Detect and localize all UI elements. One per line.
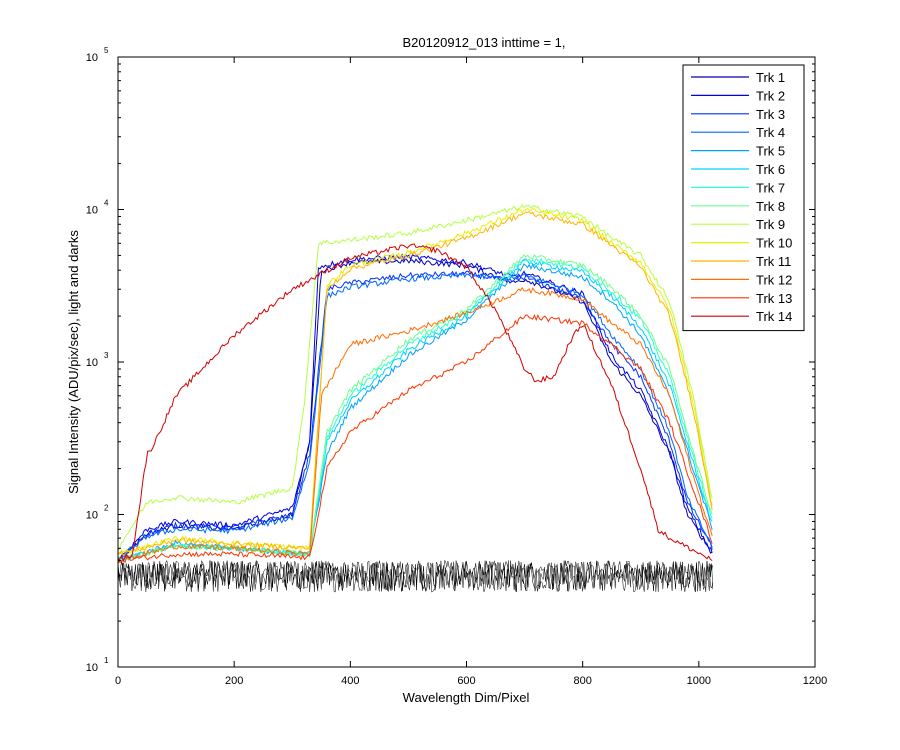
y-tick-exponent: 5 xyxy=(104,46,109,55)
legend-entry-label: Trk 1 xyxy=(756,70,785,85)
chart-title: B20120912_013 inttime = 1, xyxy=(403,35,566,50)
x-tick-label: 400 xyxy=(341,675,359,687)
series-line xyxy=(117,210,713,557)
series-line xyxy=(117,253,713,562)
legend-entry-label: Trk 10 xyxy=(756,236,792,251)
legend-entry-label: Trk 12 xyxy=(756,272,792,287)
series-line xyxy=(117,313,713,564)
legend-entry-label: Trk 3 xyxy=(756,107,785,122)
legend-entry-label: Trk 14 xyxy=(756,309,792,324)
legend-entry-label: Trk 4 xyxy=(756,125,785,140)
legend-entry-label: Trk 5 xyxy=(756,144,785,159)
y-tick-label: 10 xyxy=(86,510,98,522)
y-axis-title: Signal Intensity (ADU/pix/sec), light an… xyxy=(66,230,81,494)
legend-box xyxy=(682,64,805,332)
legend-entry-label: Trk 11 xyxy=(756,254,791,269)
legend-entry-label: Trk 9 xyxy=(756,217,785,232)
legend-entry-label: Trk 8 xyxy=(756,199,785,214)
axis-ticks xyxy=(117,56,816,668)
series-lines xyxy=(117,203,713,564)
y-tick-exponent: 1 xyxy=(104,656,109,665)
x-tick-label: 0 xyxy=(115,675,121,687)
series-line xyxy=(117,243,713,563)
dark-frames xyxy=(117,559,714,593)
y-tick-label: 10 xyxy=(86,662,98,674)
y-tick-exponent: 2 xyxy=(104,504,109,513)
legend-entry-label: Trk 2 xyxy=(756,88,785,103)
series-line xyxy=(117,257,713,562)
legend: Trk 1 Trk 2 Trk 3 Trk 4 Trk 5 Trk 6 Trk 7 Trk 8… xyxy=(682,64,805,332)
series-line xyxy=(117,253,713,562)
x-tick-label: 200 xyxy=(225,675,243,687)
y-tick-exponent: 3 xyxy=(104,351,109,360)
legend-entry-label: Trk 7 xyxy=(756,180,785,195)
series-line xyxy=(117,272,713,559)
y-tick-labels: 10 1 10 2 10 3 10 4 10 5 xyxy=(86,46,109,674)
series-line xyxy=(117,286,713,564)
series-line xyxy=(117,203,713,552)
dark-noise-line xyxy=(117,559,714,593)
legend-entry-label: Trk 6 xyxy=(756,162,785,177)
x-tick-labels: 0 200 400 600 800 1000 1200 xyxy=(115,675,827,687)
x-axis-title: Wavelength Dim/Pixel xyxy=(403,690,530,705)
y-tick-label: 10 xyxy=(86,205,98,217)
legend-entry-label: Trk 13 xyxy=(756,291,792,306)
x-tick-label: 800 xyxy=(573,675,591,687)
x-tick-label: 600 xyxy=(457,675,475,687)
y-tick-label: 10 xyxy=(86,357,98,369)
x-tick-label: 1000 xyxy=(687,675,711,687)
y-tick-label: 10 xyxy=(86,52,98,64)
y-tick-exponent: 4 xyxy=(104,199,109,208)
x-tick-label: 1200 xyxy=(803,675,827,687)
